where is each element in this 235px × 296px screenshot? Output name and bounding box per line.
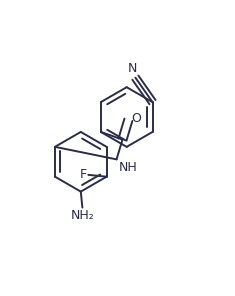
Text: O: O bbox=[131, 112, 141, 125]
Text: N: N bbox=[127, 62, 137, 75]
Text: F: F bbox=[80, 168, 87, 181]
Text: NH: NH bbox=[119, 160, 138, 173]
Text: NH₂: NH₂ bbox=[71, 209, 95, 222]
